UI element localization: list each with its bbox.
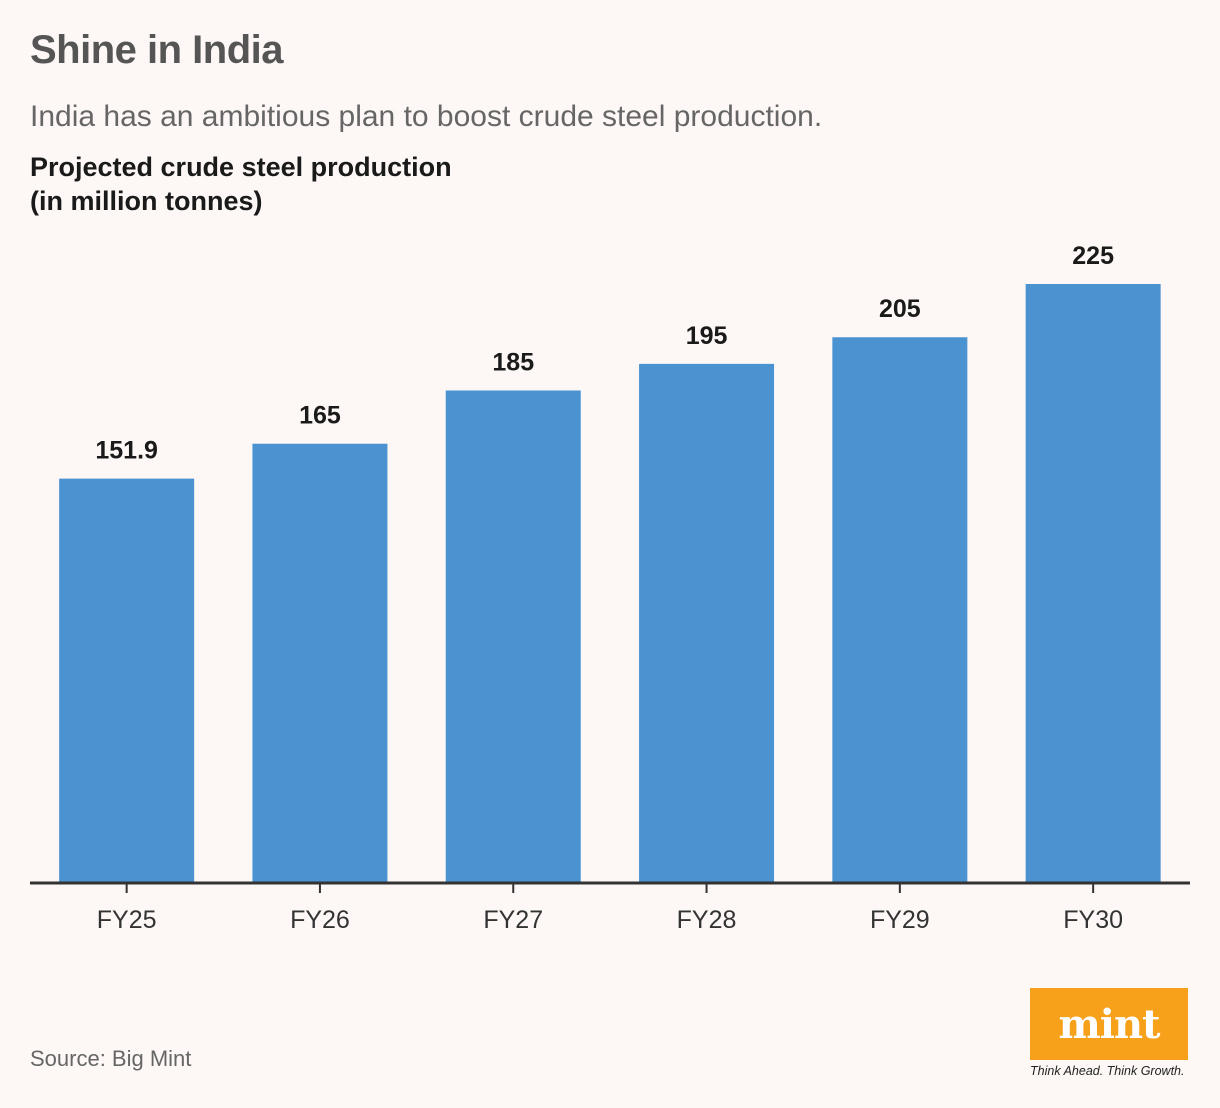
mint-logo: mint Think Ahead. Think Growth. (1030, 988, 1190, 1078)
x-tick-label-fy27: FY27 (483, 906, 543, 934)
x-tick-label-fy26: FY26 (290, 906, 350, 934)
bar-fy25 (59, 478, 195, 883)
x-tick-label-fy29: FY29 (870, 906, 930, 934)
chart-title: Shine in India (30, 28, 284, 72)
data-label-fy26: 165 (299, 402, 341, 430)
data-label-fy25: 151.9 (95, 437, 158, 465)
source-note: Source: Big Mint (30, 1046, 192, 1071)
bar-fy29 (832, 337, 968, 883)
chart-heading-line-2: (in million tonnes) (30, 186, 263, 216)
data-label-fy30: 225 (1072, 242, 1114, 270)
mint-logo-box: mint (1030, 988, 1188, 1060)
mint-logo-tagline: Think Ahead. Think Growth. (1030, 1064, 1185, 1078)
chart-heading: Projected crude steel production (in mil… (30, 150, 452, 218)
bar-fy28 (639, 363, 775, 883)
x-tick-label-fy25: FY25 (97, 906, 157, 934)
data-label-fy28: 195 (686, 322, 728, 350)
chart-heading-line-1: Projected crude steel production (30, 152, 452, 182)
bar-fy26 (252, 443, 388, 883)
chart-subtitle: India has an ambitious plan to boost cru… (30, 100, 823, 133)
data-label-fy29: 205 (879, 295, 921, 323)
data-label-fy27: 185 (492, 348, 534, 376)
bar-chart: 151.9 FY25 165 FY26 185 FY27 195 FY28 205 FY29 225… (30, 242, 1190, 934)
x-tick-label-fy30: FY30 (1063, 906, 1123, 934)
bar-fy30 (1025, 284, 1161, 883)
x-tick-label-fy28: FY28 (677, 906, 737, 934)
bar-fy27 (445, 390, 581, 883)
